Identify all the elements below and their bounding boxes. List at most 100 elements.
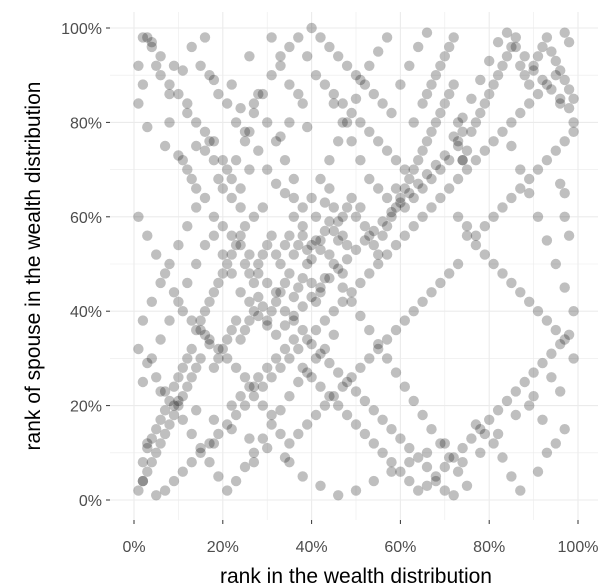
data-point: [248, 391, 260, 402]
data-point: [275, 428, 286, 440]
data-point: [222, 334, 233, 345]
data-point: [381, 249, 393, 260]
data-point: [182, 353, 193, 364]
data-point: [293, 343, 304, 355]
data-point: [541, 155, 553, 166]
data-point: [435, 277, 446, 289]
grid: [110, 12, 598, 520]
data-point: [457, 155, 468, 166]
data-point: [186, 457, 197, 468]
data-point: [510, 386, 521, 397]
data-point: [266, 419, 277, 430]
data-point: [226, 249, 237, 260]
data-point: [435, 192, 446, 204]
data-point: [279, 188, 291, 199]
data-point: [257, 202, 268, 213]
data-point: [501, 51, 513, 62]
data-point: [421, 88, 433, 100]
data-point: [515, 107, 526, 119]
data-point: [279, 306, 291, 317]
data-point: [426, 79, 437, 90]
data-point: [164, 117, 175, 128]
data-point: [155, 51, 166, 62]
data-point: [337, 230, 348, 241]
data-point: [177, 414, 188, 425]
data-point: [537, 357, 548, 369]
data-point: [373, 46, 384, 57]
data-point: [262, 117, 273, 128]
data-point: [306, 277, 317, 289]
data-point: [461, 230, 473, 241]
data-point: [266, 32, 277, 43]
data-point: [284, 41, 295, 53]
data-point: [528, 60, 539, 71]
data-point: [195, 353, 206, 364]
data-point: [532, 466, 544, 477]
data-point: [479, 428, 490, 440]
data-point: [235, 230, 246, 241]
data-point: [404, 457, 415, 468]
data-point: [421, 27, 433, 38]
data-point: [359, 428, 371, 440]
data-point: [226, 424, 237, 435]
data-point: [413, 485, 424, 496]
data-point: [484, 414, 495, 425]
data-point: [541, 315, 553, 326]
data-point: [244, 51, 255, 62]
data-point: [257, 249, 268, 260]
data-point: [297, 230, 308, 241]
data-point: [177, 362, 188, 373]
data-point: [479, 249, 490, 260]
data-point: [452, 173, 464, 185]
data-point: [151, 60, 162, 71]
data-point: [479, 145, 490, 156]
data-point: [444, 183, 455, 194]
data-point: [532, 51, 544, 62]
data-point: [417, 211, 428, 222]
data-point: [168, 381, 180, 392]
data-point: [248, 107, 260, 119]
data-point: [568, 126, 579, 137]
data-point: [262, 277, 273, 289]
data-point: [346, 296, 357, 307]
data-point: [452, 136, 464, 147]
data-point: [492, 37, 504, 48]
data-point: [341, 117, 353, 128]
data-point: [341, 239, 353, 251]
data-point: [195, 324, 206, 336]
data-point: [559, 334, 570, 345]
data-point: [439, 461, 450, 473]
data-point: [244, 433, 255, 444]
data-point: [399, 183, 410, 194]
data-point: [226, 79, 237, 90]
data-point: [275, 131, 286, 142]
data-point: [279, 452, 291, 463]
data-point: [230, 409, 242, 421]
data-point: [306, 254, 317, 265]
data-point: [199, 239, 211, 251]
x-axis-title: rank in the wealth distribution: [220, 565, 492, 588]
data-point: [142, 438, 153, 449]
data-point: [266, 409, 277, 421]
data-point: [208, 136, 220, 147]
data-point: [350, 485, 362, 496]
data-point: [155, 438, 166, 449]
data-point: [186, 343, 197, 355]
data-point: [408, 164, 419, 175]
data-point: [191, 202, 202, 213]
data-point: [217, 268, 228, 279]
data-point: [297, 471, 308, 482]
data-point: [328, 98, 339, 109]
data-point: [506, 192, 517, 204]
data-point: [324, 183, 335, 194]
data-point: [137, 315, 149, 326]
data-point: [532, 306, 544, 317]
data-point: [315, 244, 326, 255]
data-point: [350, 244, 362, 255]
data-point: [204, 136, 215, 147]
data-point: [270, 178, 282, 189]
data-point: [315, 287, 326, 298]
data-point: [448, 131, 459, 142]
data-point: [217, 343, 228, 355]
data-point: [146, 296, 157, 307]
